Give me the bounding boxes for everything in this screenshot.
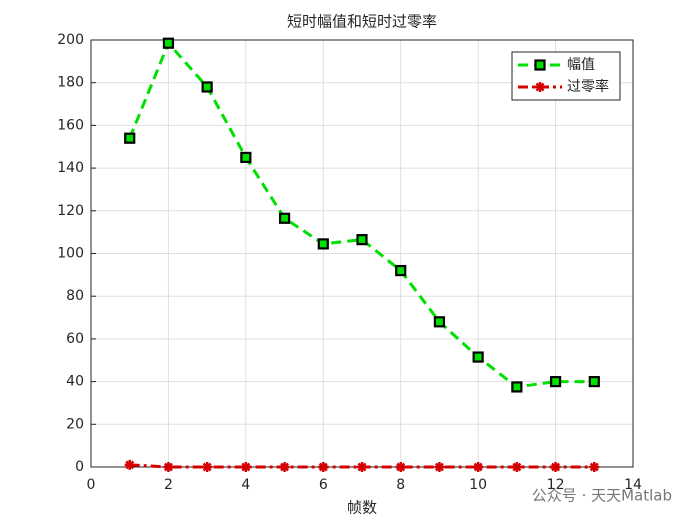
marker <box>162 37 175 49</box>
legend-label: 过零率 <box>567 78 609 95</box>
legend-label: 幅值 <box>567 57 595 73</box>
marker <box>201 81 213 93</box>
watermark: 公众号 · 天天Matlab <box>532 487 672 505</box>
marker <box>240 151 252 164</box>
marker <box>317 238 329 250</box>
y-tick-label: 60 <box>66 331 84 347</box>
x-tick-label: 0 <box>87 477 96 493</box>
y-tick-label: 0 <box>75 459 84 475</box>
y-tick-label: 160 <box>57 117 84 133</box>
marker <box>278 212 291 224</box>
marker <box>433 316 446 328</box>
y-tick-label: 40 <box>66 374 84 390</box>
marker <box>357 462 367 472</box>
y-tick-label: 200 <box>57 32 84 48</box>
y-tick-label: 80 <box>66 288 84 304</box>
x-tick-label: 2 <box>164 477 173 493</box>
x-tick-label: 10 <box>469 477 487 493</box>
marker <box>202 462 213 472</box>
x-tick-label: 4 <box>241 477 250 493</box>
x-axis-label: 帧数 <box>347 499 377 517</box>
x-tick-label: 8 <box>396 477 405 493</box>
marker <box>473 462 484 472</box>
marker <box>279 462 290 472</box>
marker <box>588 376 600 388</box>
marker <box>395 462 406 472</box>
marker <box>434 462 445 472</box>
marker <box>511 462 522 472</box>
chart-title: 短时幅值和短时过零率 <box>287 13 437 31</box>
marker <box>511 381 523 393</box>
y-tick-label: 140 <box>57 160 84 176</box>
x-tick-label: 12 <box>547 477 565 493</box>
marker <box>589 462 600 472</box>
x-tick-label: 6 <box>319 477 328 493</box>
legend-box <box>511 51 621 101</box>
marker <box>356 234 368 246</box>
marker <box>472 351 484 363</box>
legend-marker <box>535 82 545 92</box>
legend-marker <box>534 59 546 71</box>
y-tick-label: 20 <box>66 416 84 432</box>
marker <box>549 376 562 388</box>
marker <box>124 132 136 144</box>
marker <box>318 462 329 472</box>
marker <box>395 264 407 277</box>
marker <box>163 462 174 472</box>
y-tick-label: 120 <box>57 203 84 219</box>
y-tick-label: 180 <box>57 75 84 91</box>
marker <box>550 462 561 472</box>
x-tick-label: 14 <box>624 477 642 493</box>
marker <box>240 462 251 472</box>
marker <box>124 459 135 470</box>
y-tick-label: 100 <box>57 246 84 262</box>
